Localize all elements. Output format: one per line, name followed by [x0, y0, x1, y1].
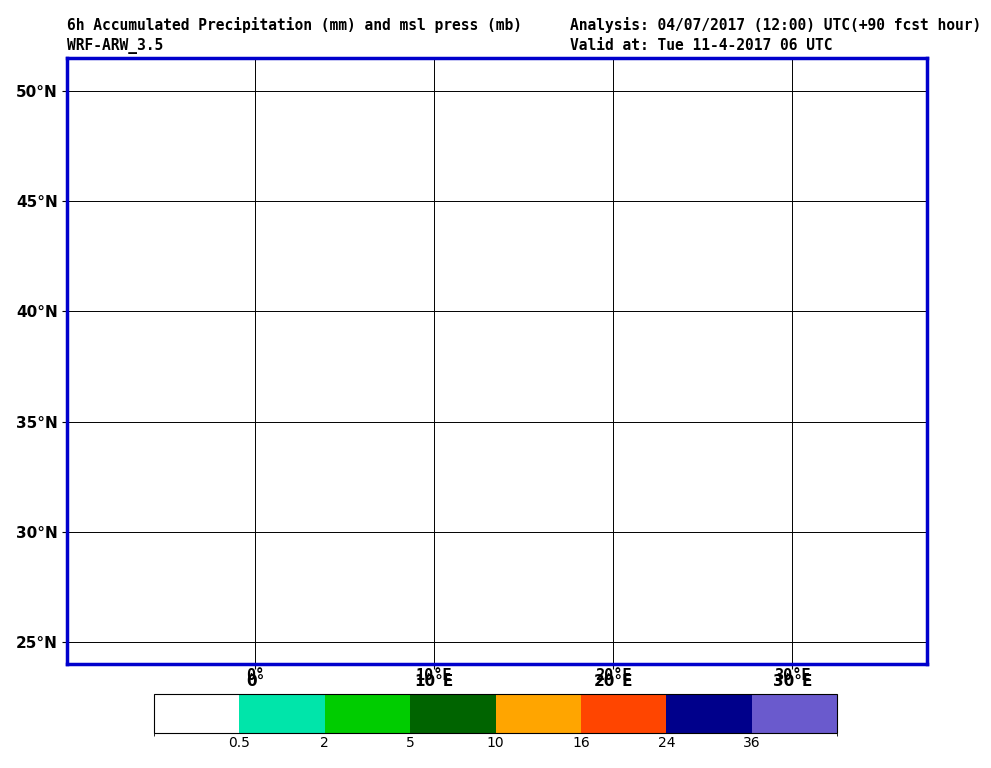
Text: Valid at: Tue 11-4-2017 06 UTC: Valid at: Tue 11-4-2017 06 UTC	[570, 38, 832, 54]
Text: 10°E: 10°E	[416, 668, 453, 684]
Text: 0°: 0°	[246, 668, 265, 684]
Text: Analysis: 04/07/2017 (12:00) UTC(+90 fcst hour): Analysis: 04/07/2017 (12:00) UTC(+90 fcs…	[570, 17, 981, 33]
Text: WRF-ARW_3.5: WRF-ARW_3.5	[67, 38, 164, 55]
Text: 6h Accumulated Precipitation (mm) and msl press (mb): 6h Accumulated Precipitation (mm) and ms…	[67, 17, 522, 33]
Text: 30°E: 30°E	[774, 668, 811, 684]
Text: 20°E: 20°E	[595, 668, 631, 684]
